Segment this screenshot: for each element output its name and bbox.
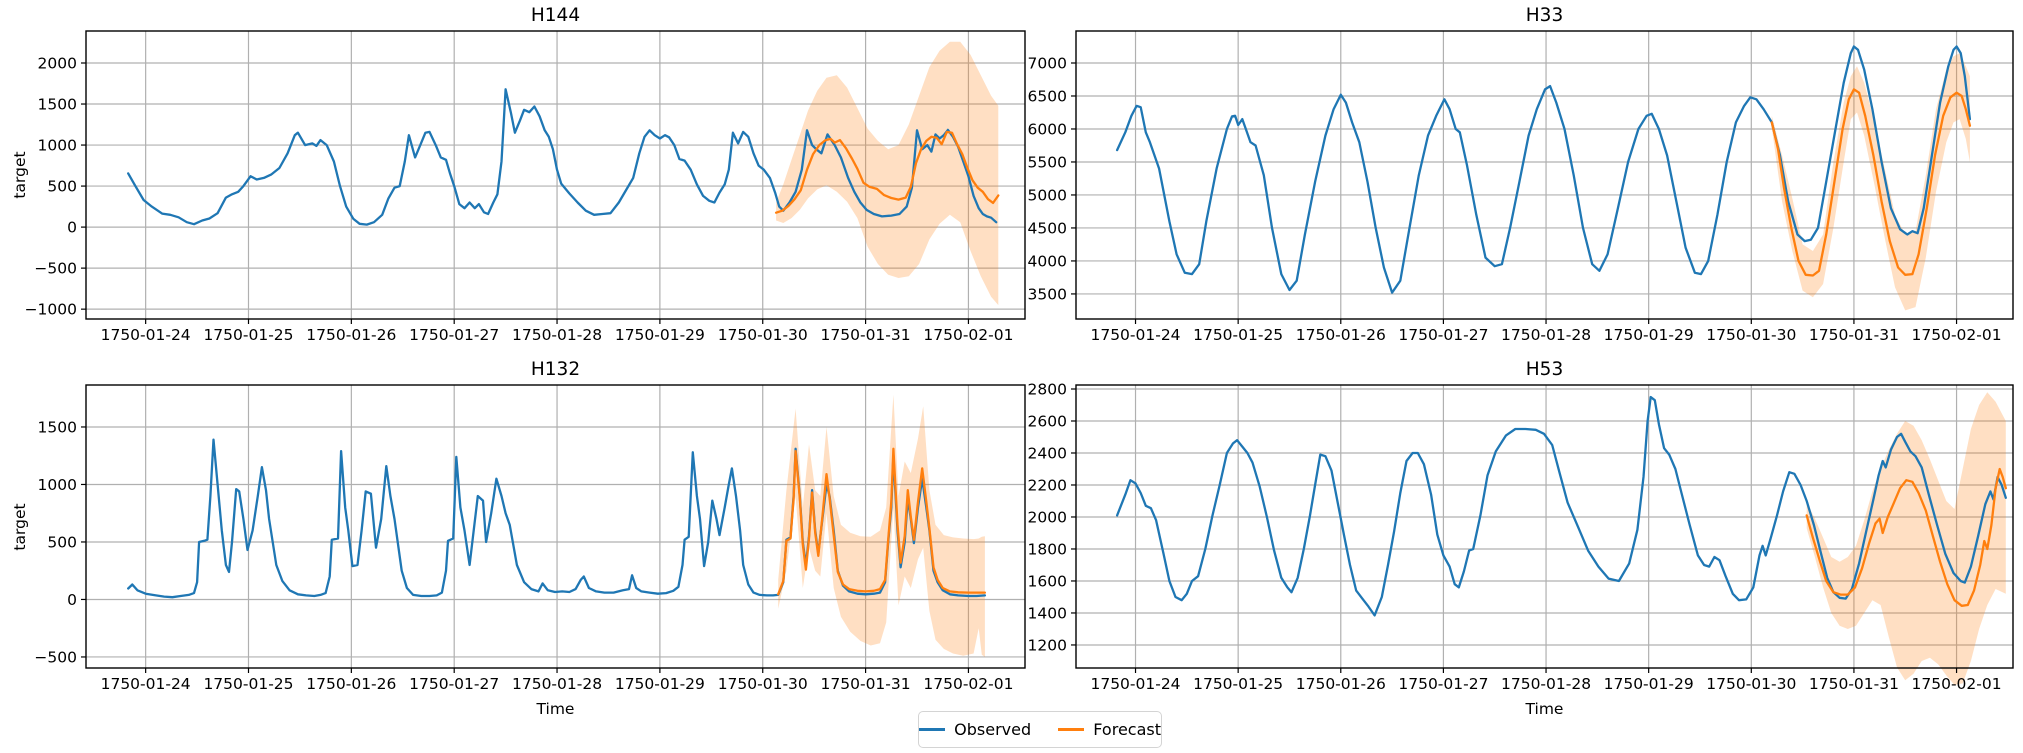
x-tick-label: 1750-01-30	[1706, 675, 1796, 693]
y-tick-label: 2400	[1028, 444, 1067, 462]
forecast-line	[1805, 467, 2007, 607]
forecast-line-swatch	[1058, 728, 1085, 731]
y-tick-label: 1000	[38, 137, 77, 155]
y-axis-label-h132: target	[11, 503, 29, 551]
x-tick-label: 1750-02-01	[923, 675, 1013, 693]
y-tick-label: 5000	[1028, 186, 1067, 204]
x-tick-label: 1750-01-26	[306, 675, 396, 693]
x-tick-label: 1750-01-25	[1193, 675, 1283, 693]
x-tick-label: 1750-01-26	[1296, 675, 1386, 693]
x-tick-label: 1750-01-31	[821, 675, 911, 693]
y-tick-label: 3500	[1028, 285, 1067, 303]
x-tick-label: 1750-01-28	[512, 675, 602, 693]
forecast-line	[774, 130, 1000, 214]
forecast-interval-band	[1806, 392, 2006, 685]
y-tick-label: 1200	[1028, 636, 1067, 654]
x-tick-label: 1750-01-28	[1501, 675, 1591, 693]
x-tick-label: 1750-01-27	[1398, 675, 1488, 693]
x-tick-label: 1750-02-01	[923, 326, 1013, 344]
legend-label-forecast: Forecast	[1093, 720, 1161, 739]
x-tick-label: 1750-01-26	[1296, 326, 1386, 344]
y-tick-label: 1000	[38, 476, 77, 494]
x-tick-label: 1750-01-30	[1706, 326, 1796, 344]
y-tick-label: 6500	[1028, 87, 1067, 105]
x-tick-label: 1750-01-27	[409, 326, 499, 344]
y-tick-label: 0	[67, 591, 77, 609]
x-axis-label-h132: Time	[536, 700, 575, 718]
observed-line	[1115, 395, 2007, 617]
y-tick-label: 1400	[1028, 604, 1067, 622]
y-tick-label: 1500	[38, 96, 77, 114]
axes-spines	[1075, 384, 2014, 669]
x-tick-label: 1750-01-31	[1809, 675, 1899, 693]
forecast-interval-band	[776, 41, 999, 306]
y-tick-label: 2000	[1028, 508, 1067, 526]
x-tick-label: 1750-01-31	[821, 326, 911, 344]
y-tick-label: 1600	[1028, 572, 1067, 590]
x-tick-label: 1750-01-25	[1193, 326, 1283, 344]
y-tick-label: 2200	[1028, 476, 1067, 494]
x-tick-label: 1750-01-24	[1090, 326, 1180, 344]
x-tick-label: 1750-01-27	[1398, 326, 1488, 344]
x-tick-label: 1750-01-25	[203, 675, 293, 693]
x-tick-label: 1750-01-28	[512, 326, 602, 344]
x-tick-label: 1750-01-24	[1090, 675, 1180, 693]
axes-spines	[1075, 30, 2014, 320]
y-axis-label-h144: target	[11, 151, 29, 199]
observed-line-swatch	[919, 728, 946, 731]
y-tick-label: 4000	[1028, 252, 1067, 270]
y-tick-label: 6000	[1028, 120, 1067, 138]
x-tick-label: 1750-01-29	[1604, 675, 1694, 693]
x-tick-label: 1750-01-29	[1604, 326, 1694, 344]
x-tick-label: 1750-01-28	[1501, 326, 1591, 344]
x-tick-label: 1750-01-27	[409, 675, 499, 693]
y-tick-label: 0	[67, 219, 77, 237]
x-tick-label: 1750-01-24	[101, 675, 191, 693]
y-tick-label: 1500	[38, 418, 77, 436]
x-tick-label: 1750-01-29	[615, 675, 705, 693]
plot-title-h144: H144	[530, 5, 581, 26]
forecast-line	[1770, 88, 1972, 277]
forecast-interval-band	[778, 394, 985, 657]
legend-label-observed: Observed	[954, 720, 1032, 739]
forecast-interval-band	[1771, 53, 1970, 311]
x-tick-label: 1750-01-31	[1809, 326, 1899, 344]
x-tick-label: 1750-02-01	[1912, 675, 2002, 693]
y-tick-label: 2000	[38, 55, 77, 73]
x-tick-label: 1750-01-25	[203, 326, 293, 344]
x-tick-label: 1750-02-01	[1912, 326, 2002, 344]
axes-spines	[85, 384, 1026, 669]
x-tick-label: 1750-01-24	[101, 326, 191, 344]
forecast-line	[777, 447, 987, 596]
y-tick-label: −1000	[25, 301, 77, 319]
plot-title-h33: H33	[1525, 5, 1564, 26]
x-tick-label: 1750-01-30	[718, 326, 808, 344]
observed-line	[127, 88, 998, 226]
y-tick-label: 5500	[1028, 153, 1067, 171]
x-tick-label: 1750-01-26	[306, 326, 396, 344]
y-tick-label: 1800	[1028, 540, 1067, 558]
y-tick-label: 4500	[1028, 219, 1067, 237]
y-tick-label: 2800	[1028, 380, 1067, 398]
x-axis-label-h53: Time	[1525, 700, 1564, 718]
x-tick-label: 1750-01-29	[615, 326, 705, 344]
axes-spines	[85, 30, 1026, 320]
y-tick-label: 500	[47, 533, 77, 551]
y-tick-label: 500	[47, 178, 77, 196]
y-tick-label: 7000	[1028, 55, 1067, 73]
plot-title-h132: H132	[530, 359, 581, 380]
legend: Observed Forecast	[918, 711, 1162, 748]
observed-line	[1115, 45, 1972, 294]
plot-title-h53: H53	[1525, 359, 1564, 380]
y-tick-label: −500	[34, 260, 77, 278]
y-tick-label: 2600	[1028, 412, 1067, 430]
y-tick-label: −500	[34, 648, 77, 666]
x-tick-label: 1750-01-30	[718, 675, 808, 693]
